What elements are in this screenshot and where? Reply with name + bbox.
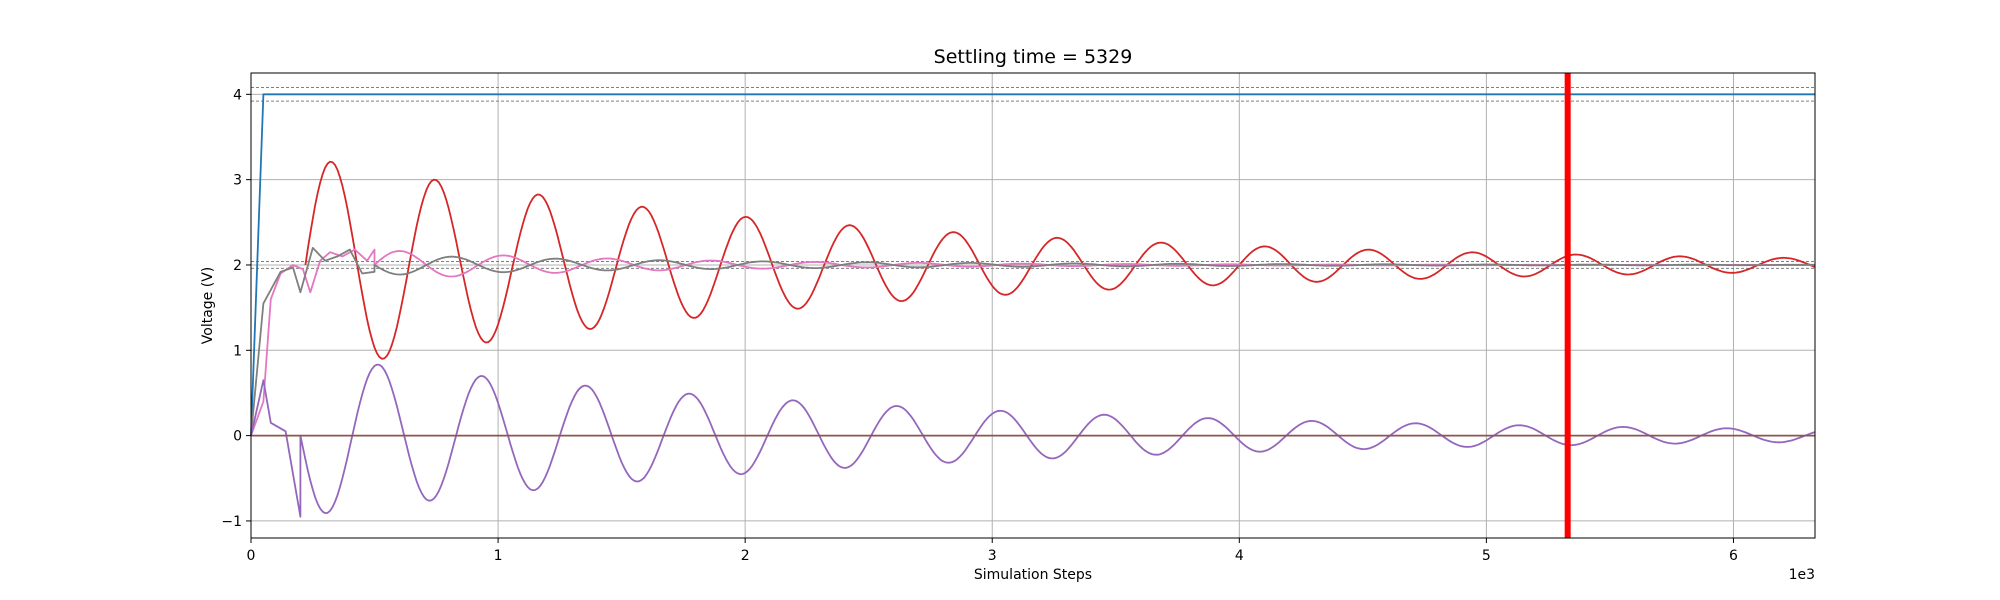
- grid: [250, 73, 1815, 538]
- x-tick-label: 5: [1482, 548, 1491, 564]
- y-tick-label: 3: [233, 173, 242, 189]
- x-tick-label: 0: [247, 548, 256, 564]
- x-tick-label: 3: [988, 548, 997, 564]
- x-tick-label: 2: [741, 548, 750, 564]
- x-tick-label: 6: [1729, 548, 1738, 564]
- x-offset-label: 1e3: [1789, 567, 1815, 583]
- x-tick-label: 1: [494, 548, 503, 564]
- series-lines: [250, 93, 1816, 518]
- ticks: 0 1 2 3 4 5 6 −1 0 1 2 3 4: [221, 87, 1738, 564]
- plot-frame: [250, 72, 1816, 539]
- y-tick-label: 2: [233, 258, 242, 274]
- series-line-node-red: [304, 160, 1816, 360]
- y-tick-label: 0: [233, 429, 242, 445]
- y-tick-label: 1: [233, 343, 242, 359]
- series-line-reference-4V: [250, 93, 1815, 436]
- y-axis-label: Voltage (V): [200, 267, 216, 344]
- series-line-node-purple: [250, 363, 1816, 518]
- tolerance-bands: [251, 87, 1815, 269]
- x-axis-label: Simulation Steps: [974, 567, 1092, 583]
- y-tick-label: 4: [233, 87, 242, 103]
- x-tick-label: 4: [1235, 548, 1244, 564]
- y-tick-label: −1: [221, 514, 242, 530]
- chart-title: Settling time = 5329: [934, 46, 1133, 68]
